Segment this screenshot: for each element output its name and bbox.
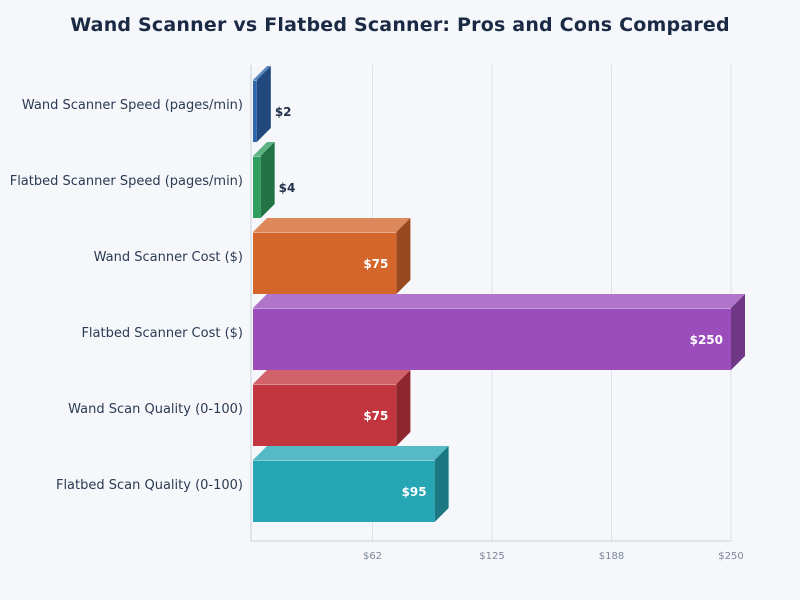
bar-top-face: [253, 294, 745, 308]
category-label: Wand Scan Quality (0-100): [68, 402, 243, 417]
bar-top-face: [253, 446, 449, 460]
bar-group: [253, 294, 745, 370]
bar-side-face: [396, 370, 411, 446]
bars-layer: [253, 66, 745, 522]
bar-top-face: [253, 66, 271, 80]
x-tick-label: $188: [599, 551, 624, 562]
bar: [253, 232, 397, 294]
value-label: $250: [690, 333, 723, 347]
value-label: $4: [279, 181, 296, 195]
bar-side-face: [260, 142, 275, 218]
bar-side-face: [434, 446, 449, 522]
x-tick-label: $62: [363, 551, 382, 562]
bar: [253, 156, 261, 218]
labels-layer: $62 $125 $188 $250 Wand Scanner Speed (pages…: [10, 98, 744, 562]
category-label: Flatbed Scanner Speed (pages/min): [10, 174, 243, 189]
bar-top-face: [253, 218, 411, 232]
x-tick-label: $125: [479, 551, 504, 562]
bar-group: [253, 218, 411, 294]
bar-group: [253, 370, 411, 446]
bar-side-face: [396, 218, 411, 294]
category-label: Wand Scanner Cost ($): [94, 250, 243, 265]
bar-group: [253, 66, 271, 142]
category-label: Flatbed Scanner Cost ($): [81, 326, 243, 341]
category-label: Wand Scanner Speed (pages/min): [22, 98, 243, 113]
bar: [253, 460, 435, 522]
bar: [253, 80, 257, 142]
value-label: $2: [275, 105, 292, 119]
category-label: Flatbed Scan Quality (0-100): [56, 478, 243, 493]
value-label: $75: [363, 257, 388, 271]
bar: [253, 384, 397, 446]
chart-title: Wand Scanner vs Flatbed Scanner: Pros an…: [70, 14, 730, 36]
bar-top-face: [253, 370, 411, 384]
bar-group: [253, 142, 275, 218]
bar: [253, 308, 731, 370]
value-label: $75: [363, 409, 388, 423]
value-label: $95: [402, 485, 427, 499]
bar-side-face: [731, 294, 745, 370]
x-tick-label: $250: [718, 551, 743, 562]
bar-side-face: [256, 66, 271, 142]
axis-layer: [250, 65, 731, 542]
bar-top-face: [253, 142, 275, 156]
bar-group: [253, 446, 449, 522]
